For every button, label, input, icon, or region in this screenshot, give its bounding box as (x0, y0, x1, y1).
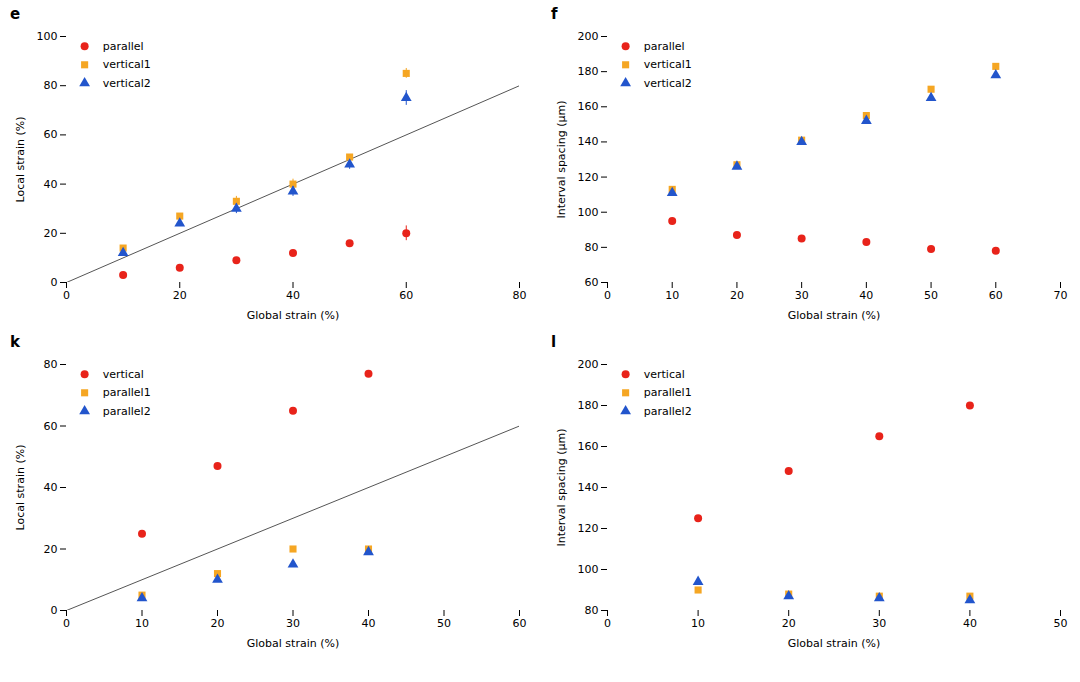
svg-text:vertical: vertical (103, 368, 144, 381)
svg-text:50: 50 (437, 617, 451, 630)
svg-text:40: 40 (44, 178, 58, 191)
svg-text:100: 100 (578, 563, 599, 576)
svg-text:80: 80 (585, 604, 599, 617)
svg-text:0: 0 (51, 604, 58, 617)
svg-text:40: 40 (286, 289, 300, 302)
svg-text:80: 80 (513, 289, 527, 302)
svg-text:0: 0 (51, 276, 58, 289)
svg-text:Interval spacing (μm): Interval spacing (μm) (555, 429, 568, 547)
svg-text:Local strain (%): Local strain (%) (14, 445, 27, 531)
svg-text:20: 20 (173, 289, 187, 302)
svg-text:60: 60 (44, 420, 58, 433)
svg-text:20: 20 (730, 289, 744, 302)
svg-text:vertical2: vertical2 (103, 77, 151, 90)
svg-text:0: 0 (604, 289, 611, 302)
svg-text:140: 140 (578, 481, 599, 494)
svg-text:60: 60 (44, 128, 58, 141)
html-text:f: f (551, 5, 558, 23)
svg-text:60: 60 (585, 276, 599, 289)
svg-text:30: 30 (286, 617, 300, 630)
svg-text:50: 50 (924, 289, 938, 302)
svg-text:100: 100 (37, 30, 58, 43)
svg-text:Interval spacing (μm): Interval spacing (μm) (555, 101, 568, 219)
svg-text:30: 30 (795, 289, 809, 302)
svg-text:50: 50 (1054, 617, 1068, 630)
svg-text:0: 0 (63, 617, 70, 630)
svg-text:Global strain (%): Global strain (%) (247, 637, 339, 650)
svg-text:40: 40 (44, 481, 58, 494)
svg-text:0: 0 (604, 617, 611, 630)
svg-text:80: 80 (585, 241, 599, 254)
svg-text:140: 140 (578, 135, 599, 148)
svg-text:20: 20 (44, 227, 58, 240)
svg-text:70: 70 (1054, 289, 1068, 302)
html-text:k: k (10, 333, 20, 351)
svg-text:180: 180 (578, 65, 599, 78)
svg-text:160: 160 (578, 440, 599, 453)
svg-text:200: 200 (578, 30, 599, 43)
svg-text:10: 10 (665, 289, 679, 302)
svg-text:parallel2: parallel2 (103, 405, 151, 418)
svg-text:Global strain (%): Global strain (%) (247, 309, 339, 322)
svg-text:20: 20 (44, 543, 58, 556)
svg-text:200: 200 (578, 358, 599, 371)
svg-text:60: 60 (399, 289, 413, 302)
svg-text:parallel1: parallel1 (103, 386, 151, 399)
svg-text:80: 80 (44, 79, 58, 92)
svg-text:10: 10 (691, 617, 705, 630)
svg-text:10: 10 (135, 617, 149, 630)
svg-text:vertical1: vertical1 (103, 58, 151, 71)
svg-text:40: 40 (859, 289, 873, 302)
svg-text:120: 120 (578, 171, 599, 184)
svg-text:100: 100 (578, 206, 599, 219)
svg-text:20: 20 (782, 617, 796, 630)
svg-text:180: 180 (578, 399, 599, 412)
svg-text:120: 120 (578, 522, 599, 535)
svg-text:40: 40 (362, 617, 376, 630)
html-text:e: e (10, 5, 21, 23)
svg-text:parallel: parallel (103, 40, 144, 53)
svg-text:parallel1: parallel1 (644, 386, 692, 399)
svg-text:parallel: parallel (644, 40, 685, 53)
html-text:l: l (551, 333, 557, 351)
svg-text:60: 60 (513, 617, 527, 630)
svg-text:0: 0 (63, 289, 70, 302)
svg-text:vertical1: vertical1 (644, 58, 692, 71)
svg-text:40: 40 (963, 617, 977, 630)
svg-text:160: 160 (578, 100, 599, 113)
svg-text:30: 30 (872, 617, 886, 630)
svg-text:Global strain (%): Global strain (%) (788, 637, 880, 650)
svg-text:20: 20 (211, 617, 225, 630)
svg-text:parallel2: parallel2 (644, 405, 692, 418)
svg-text:60: 60 (989, 289, 1003, 302)
svg-text:Local strain (%): Local strain (%) (14, 117, 27, 203)
svg-text:vertical: vertical (644, 368, 685, 381)
svg-text:80: 80 (44, 358, 58, 371)
svg-text:vertical2: vertical2 (644, 77, 692, 90)
svg-text:Global strain (%): Global strain (%) (788, 309, 880, 322)
